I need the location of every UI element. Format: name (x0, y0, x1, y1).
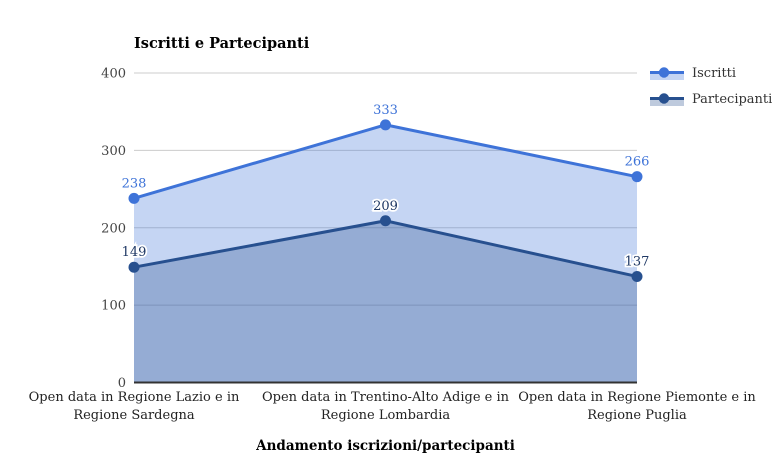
data-point-marker[interactable] (380, 119, 391, 131)
y-tick-label: 200 (101, 221, 126, 236)
data-point-marker[interactable] (631, 171, 643, 183)
legend-label: Partecipanti (692, 92, 772, 107)
data-point-label: 149 (122, 245, 147, 260)
data-point-marker[interactable] (128, 261, 140, 273)
y-tick-label: 0 (118, 376, 126, 391)
data-point-marker[interactable] (128, 192, 140, 204)
legend-area-icon (650, 93, 684, 106)
area-iscritti (134, 124, 637, 383)
data-point-label: 238 (122, 176, 147, 191)
data-point-label: 209 (373, 199, 398, 214)
x-category-label: Open data in Regione Piemonte e in Regio… (518, 390, 756, 423)
y-tick-label: 300 (101, 144, 126, 159)
x-axis-title: Andamento iscrizioni/partecipanti (256, 438, 515, 454)
x-category-label: Open data in Regione Lazio e in Regione … (28, 390, 240, 423)
data-point-label: 137 (625, 254, 650, 269)
area-partecipanti (134, 220, 637, 383)
data-point-marker[interactable] (380, 215, 391, 227)
data-point-label: 333 (373, 103, 398, 118)
legend-area-icon (650, 67, 684, 80)
chart-title: Iscritti e Partecipanti (134, 35, 310, 52)
legend-item-iscritti[interactable]: Iscritti (650, 66, 772, 81)
chart-legend: Iscritti Partecipanti (650, 66, 772, 107)
y-tick-label: 400 (101, 67, 126, 82)
y-tick-label: 100 (101, 299, 126, 314)
data-point-label: 266 (625, 155, 650, 170)
legend-item-partecipanti[interactable]: Partecipanti (650, 92, 772, 107)
legend-label: Iscritti (692, 66, 737, 81)
x-category-label: Open data in Trentino-Alto Adige e in Re… (261, 390, 510, 423)
data-point-marker[interactable] (631, 270, 643, 282)
